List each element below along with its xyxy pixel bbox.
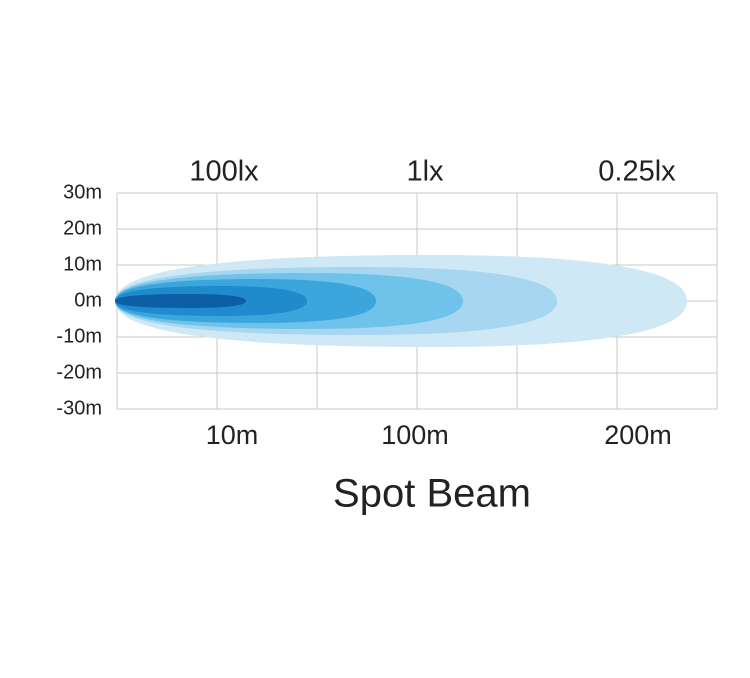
lux-label: 1lx <box>406 156 444 188</box>
lux-label: 0.25lx <box>598 156 676 188</box>
x-label: 200m <box>604 420 672 450</box>
y-tick-label: -10m <box>56 325 102 347</box>
lux-label: 100lx <box>189 156 259 188</box>
beam-zone <box>115 294 246 308</box>
x-label: 100m <box>381 420 449 450</box>
y-tick-label: -20m <box>56 361 102 383</box>
y-tick-label: 10m <box>63 253 102 275</box>
y-tick-label: 30m <box>63 181 102 203</box>
y-tick-label: 20m <box>63 217 102 239</box>
y-tick-label: -30m <box>56 397 102 419</box>
labels: 30m 20m 10m 0m -10m -20m -30m 10m 100m 200m 100lx 1… <box>56 156 676 450</box>
x-label: 10m <box>206 420 259 450</box>
chart-title: Spot Beam <box>333 472 531 516</box>
y-tick-label: 0m <box>74 289 102 311</box>
beam-pattern <box>115 255 687 347</box>
